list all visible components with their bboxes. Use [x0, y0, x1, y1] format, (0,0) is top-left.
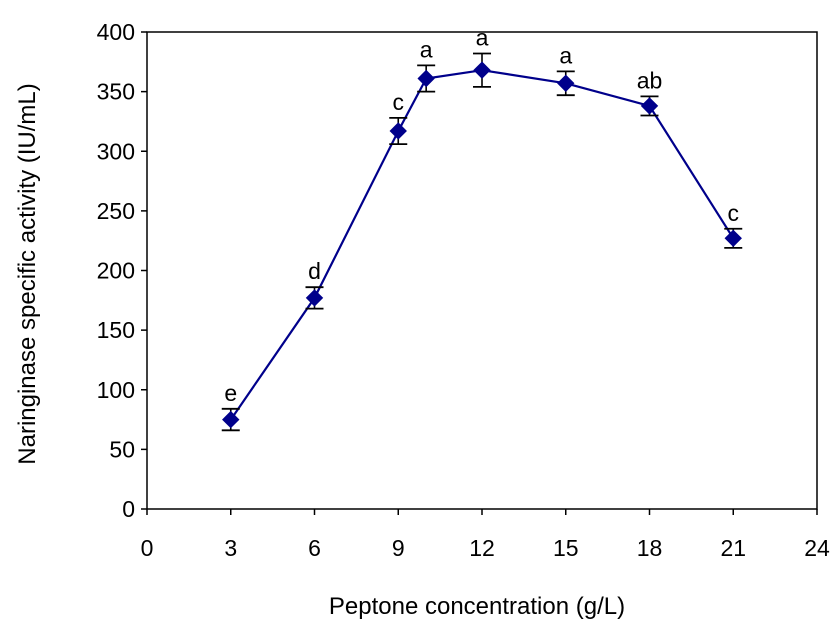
y-tick-label: 250: [97, 198, 135, 224]
data-point: [557, 74, 575, 92]
x-tick-label: 12: [469, 535, 495, 561]
x-tick-label: 0: [141, 535, 154, 561]
data-label: a: [559, 42, 572, 68]
x-tick-label: 21: [720, 535, 746, 561]
data-point: [389, 122, 407, 140]
y-tick-label: 300: [97, 138, 135, 164]
x-tick-label: 9: [392, 535, 405, 561]
y-tick-label: 200: [97, 258, 135, 284]
data-label: ab: [637, 67, 663, 93]
y-axis-title: Naringinase specific activity (IU/mL): [14, 83, 41, 464]
x-axis-title: Peptone concentration (g/L): [329, 593, 625, 620]
data-label: e: [224, 380, 237, 406]
data-label: c: [393, 89, 405, 115]
data-point: [417, 69, 435, 88]
axes: [141, 31, 818, 515]
x-tick-label: 15: [553, 535, 579, 561]
tick-labels: 0 50 100 150 200 250 300 350 400 0 3 6 9 12 15 18 21 24: [97, 19, 830, 561]
data-point: [473, 61, 491, 79]
y-tick-label: 400: [97, 19, 135, 45]
x-tick-label: 24: [804, 535, 830, 561]
y-tick-label: 150: [97, 317, 135, 343]
data-point: [640, 97, 659, 115]
x-tick-label: 3: [224, 535, 237, 561]
data-label: a: [476, 24, 489, 50]
y-tick-label: 100: [97, 377, 135, 403]
data-point: [724, 229, 742, 248]
y-tick-label: 350: [97, 79, 135, 105]
data-series: e d c a a a ab c: [221, 24, 743, 432]
data-label: c: [728, 200, 740, 226]
y-tick-label: 50: [109, 436, 135, 462]
data-point: [222, 410, 240, 429]
x-tick-label: 18: [637, 535, 663, 561]
series-line: [229, 69, 735, 421]
data-point: [305, 289, 324, 307]
plot-frame: [146, 31, 818, 510]
data-label: d: [308, 258, 321, 284]
data-label: a: [420, 36, 433, 62]
y-tick-label: 0: [122, 496, 135, 522]
x-tick-label: 6: [308, 535, 321, 561]
